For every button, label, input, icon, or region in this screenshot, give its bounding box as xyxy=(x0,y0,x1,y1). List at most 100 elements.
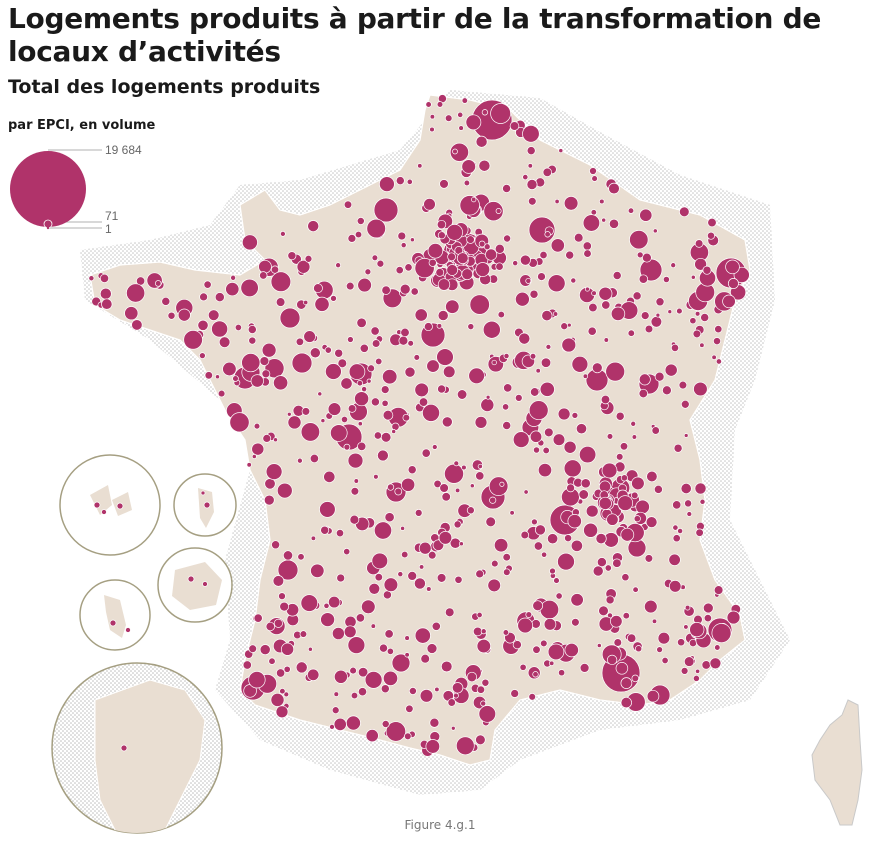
epci-circle xyxy=(356,217,365,225)
epci-circle xyxy=(591,362,603,374)
inset-martinique xyxy=(79,579,151,651)
epci-circle xyxy=(620,474,628,482)
epci-circle xyxy=(439,179,449,189)
epci-circle xyxy=(502,629,510,636)
epci-circle xyxy=(699,342,705,348)
epci-circle xyxy=(603,337,609,343)
epci-circle xyxy=(154,280,162,287)
epci-circle xyxy=(689,317,697,325)
epci-circle xyxy=(477,463,483,469)
epci-circle xyxy=(483,243,491,251)
epci-circle xyxy=(276,482,293,499)
epci-circle xyxy=(555,592,563,600)
overseas-circle xyxy=(200,490,206,496)
epci-circle xyxy=(509,121,520,131)
epci-circle xyxy=(610,615,623,628)
epci-circle xyxy=(371,552,389,570)
epci-circle xyxy=(529,430,543,443)
epci-circle xyxy=(329,724,335,730)
epci-circle xyxy=(661,656,669,665)
epci-circle xyxy=(441,416,453,428)
epci-circle xyxy=(630,420,637,427)
epci-circle xyxy=(307,220,320,233)
epci-circle xyxy=(540,639,548,648)
epci-circle xyxy=(275,297,286,307)
epci-circle xyxy=(426,643,438,654)
epci-circle xyxy=(582,241,592,251)
epci-circle xyxy=(509,510,515,516)
epci-circle xyxy=(631,674,640,683)
epci-circle xyxy=(605,595,615,605)
epci-circle xyxy=(439,483,449,493)
epci-circle xyxy=(343,443,351,451)
epci-circle xyxy=(725,259,740,275)
epci-circle xyxy=(297,457,303,464)
epci-circle xyxy=(429,114,436,120)
epci-circle xyxy=(680,399,690,409)
epci-circle xyxy=(367,364,375,373)
epci-circle xyxy=(368,582,381,595)
epci-circle xyxy=(471,196,477,203)
epci-circle xyxy=(241,353,261,373)
epci-circle xyxy=(258,259,272,274)
epci-circle xyxy=(354,230,363,239)
epci-circle xyxy=(382,590,392,600)
epci-circle xyxy=(270,271,292,292)
epci-circle xyxy=(417,163,423,169)
epci-circle xyxy=(349,514,360,525)
epci-circle xyxy=(522,125,540,143)
epci-circle xyxy=(423,322,433,332)
overseas-circle xyxy=(187,575,195,583)
epci-circle xyxy=(420,653,430,664)
epci-circle xyxy=(512,260,519,267)
epci-circle xyxy=(350,691,359,700)
epci-circle xyxy=(343,200,353,209)
epci-circle xyxy=(263,494,275,506)
epci-circle xyxy=(683,656,695,667)
epci-circle xyxy=(211,320,229,338)
overseas-circle xyxy=(202,581,208,587)
epci-circle xyxy=(458,125,464,131)
epci-circle xyxy=(283,665,291,673)
epci-circle xyxy=(385,721,407,742)
epci-circle xyxy=(596,643,602,648)
epci-circle xyxy=(248,671,266,689)
epci-circle xyxy=(347,404,357,413)
epci-circle xyxy=(380,385,390,394)
epci-circle xyxy=(587,326,597,336)
epci-circle xyxy=(400,525,406,531)
epci-circle xyxy=(469,294,490,315)
inset-guadeloupe xyxy=(59,454,161,556)
epci-circle xyxy=(475,569,485,579)
epci-circle xyxy=(251,442,265,456)
epci-circle xyxy=(446,264,459,276)
epci-circle xyxy=(218,336,231,348)
epci-circle xyxy=(515,291,530,307)
epci-circle xyxy=(549,660,555,666)
epci-circle xyxy=(365,729,379,743)
epci-circle xyxy=(683,624,689,630)
epci-circle xyxy=(438,531,453,545)
epci-circle xyxy=(400,242,407,249)
epci-circle xyxy=(534,524,546,536)
epci-circle xyxy=(466,235,475,244)
epci-circle xyxy=(678,380,688,390)
epci-circle xyxy=(287,251,297,261)
epci-circle xyxy=(598,605,609,617)
epci-circle xyxy=(253,613,263,623)
epci-circle xyxy=(495,208,502,214)
epci-circle xyxy=(310,563,325,578)
epci-circle xyxy=(570,277,577,284)
epci-circle xyxy=(445,299,460,314)
epci-circle xyxy=(668,580,682,593)
epci-circle xyxy=(295,337,305,346)
epci-circle xyxy=(699,498,706,505)
epci-circle xyxy=(418,397,429,407)
epci-circle xyxy=(528,400,549,421)
epci-circle xyxy=(325,363,342,380)
epci-circle xyxy=(265,621,275,632)
epci-circle xyxy=(605,361,626,382)
epci-circle xyxy=(631,476,645,491)
epci-circle xyxy=(650,316,663,328)
epci-circle xyxy=(527,163,533,169)
